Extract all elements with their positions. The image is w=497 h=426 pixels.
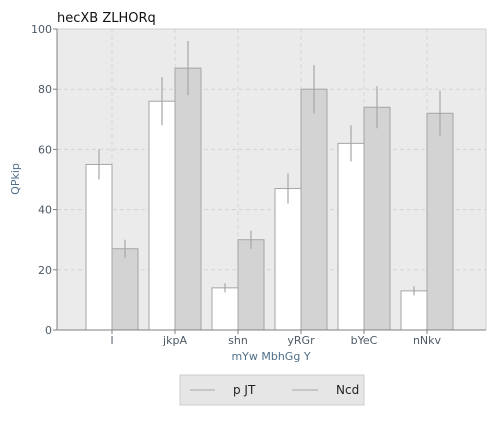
y-tick-label: 100 xyxy=(31,23,52,36)
bar-ncd xyxy=(300,88,328,331)
y-tick-label: 40 xyxy=(38,204,52,217)
bar-ncd xyxy=(363,106,391,331)
bar-p-jt xyxy=(337,142,365,331)
bar-ncd xyxy=(174,67,202,331)
x-axis-ticks: l jkpA shn yRGr bYeC nNkv xyxy=(57,329,486,347)
x-tick-label: nNkv xyxy=(413,334,442,347)
chart-title: hecXB ZLHORq xyxy=(57,11,156,26)
bar-ncd xyxy=(237,239,265,331)
y-tick-label: 80 xyxy=(38,83,52,96)
bar-p-jt xyxy=(274,188,302,331)
x-tick-label: l xyxy=(110,334,113,347)
bar-marks xyxy=(85,41,454,331)
x-axis-label: mYw MbhGg Y xyxy=(231,350,310,363)
y-axis-label: QPkip xyxy=(9,163,22,195)
bar-ncd xyxy=(111,248,139,331)
y-tick-label: 60 xyxy=(38,143,52,156)
bar-ncd xyxy=(426,112,454,331)
y-axis-ticks: 0 20 40 60 80 100 xyxy=(31,23,58,337)
legend-label-p-jt: p JT xyxy=(233,383,256,397)
x-tick-label: yRGr xyxy=(287,334,315,347)
legend-label-ncd: Ncd xyxy=(336,383,359,397)
x-tick-label: jkpA xyxy=(162,334,187,347)
bar-p-jt xyxy=(400,290,428,331)
bar-p-jt xyxy=(85,163,113,331)
x-tick-label: shn xyxy=(228,334,248,347)
y-tick-label: 20 xyxy=(38,264,52,277)
bar-p-jt xyxy=(148,100,176,331)
bar-p-jt xyxy=(211,287,239,331)
x-tick-label: bYeC xyxy=(351,334,378,347)
y-tick-label: 0 xyxy=(45,324,52,337)
legend: p JT Ncd xyxy=(179,374,365,406)
